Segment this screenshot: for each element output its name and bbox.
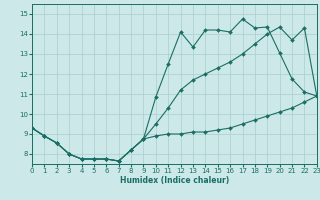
X-axis label: Humidex (Indice chaleur): Humidex (Indice chaleur) bbox=[120, 176, 229, 185]
